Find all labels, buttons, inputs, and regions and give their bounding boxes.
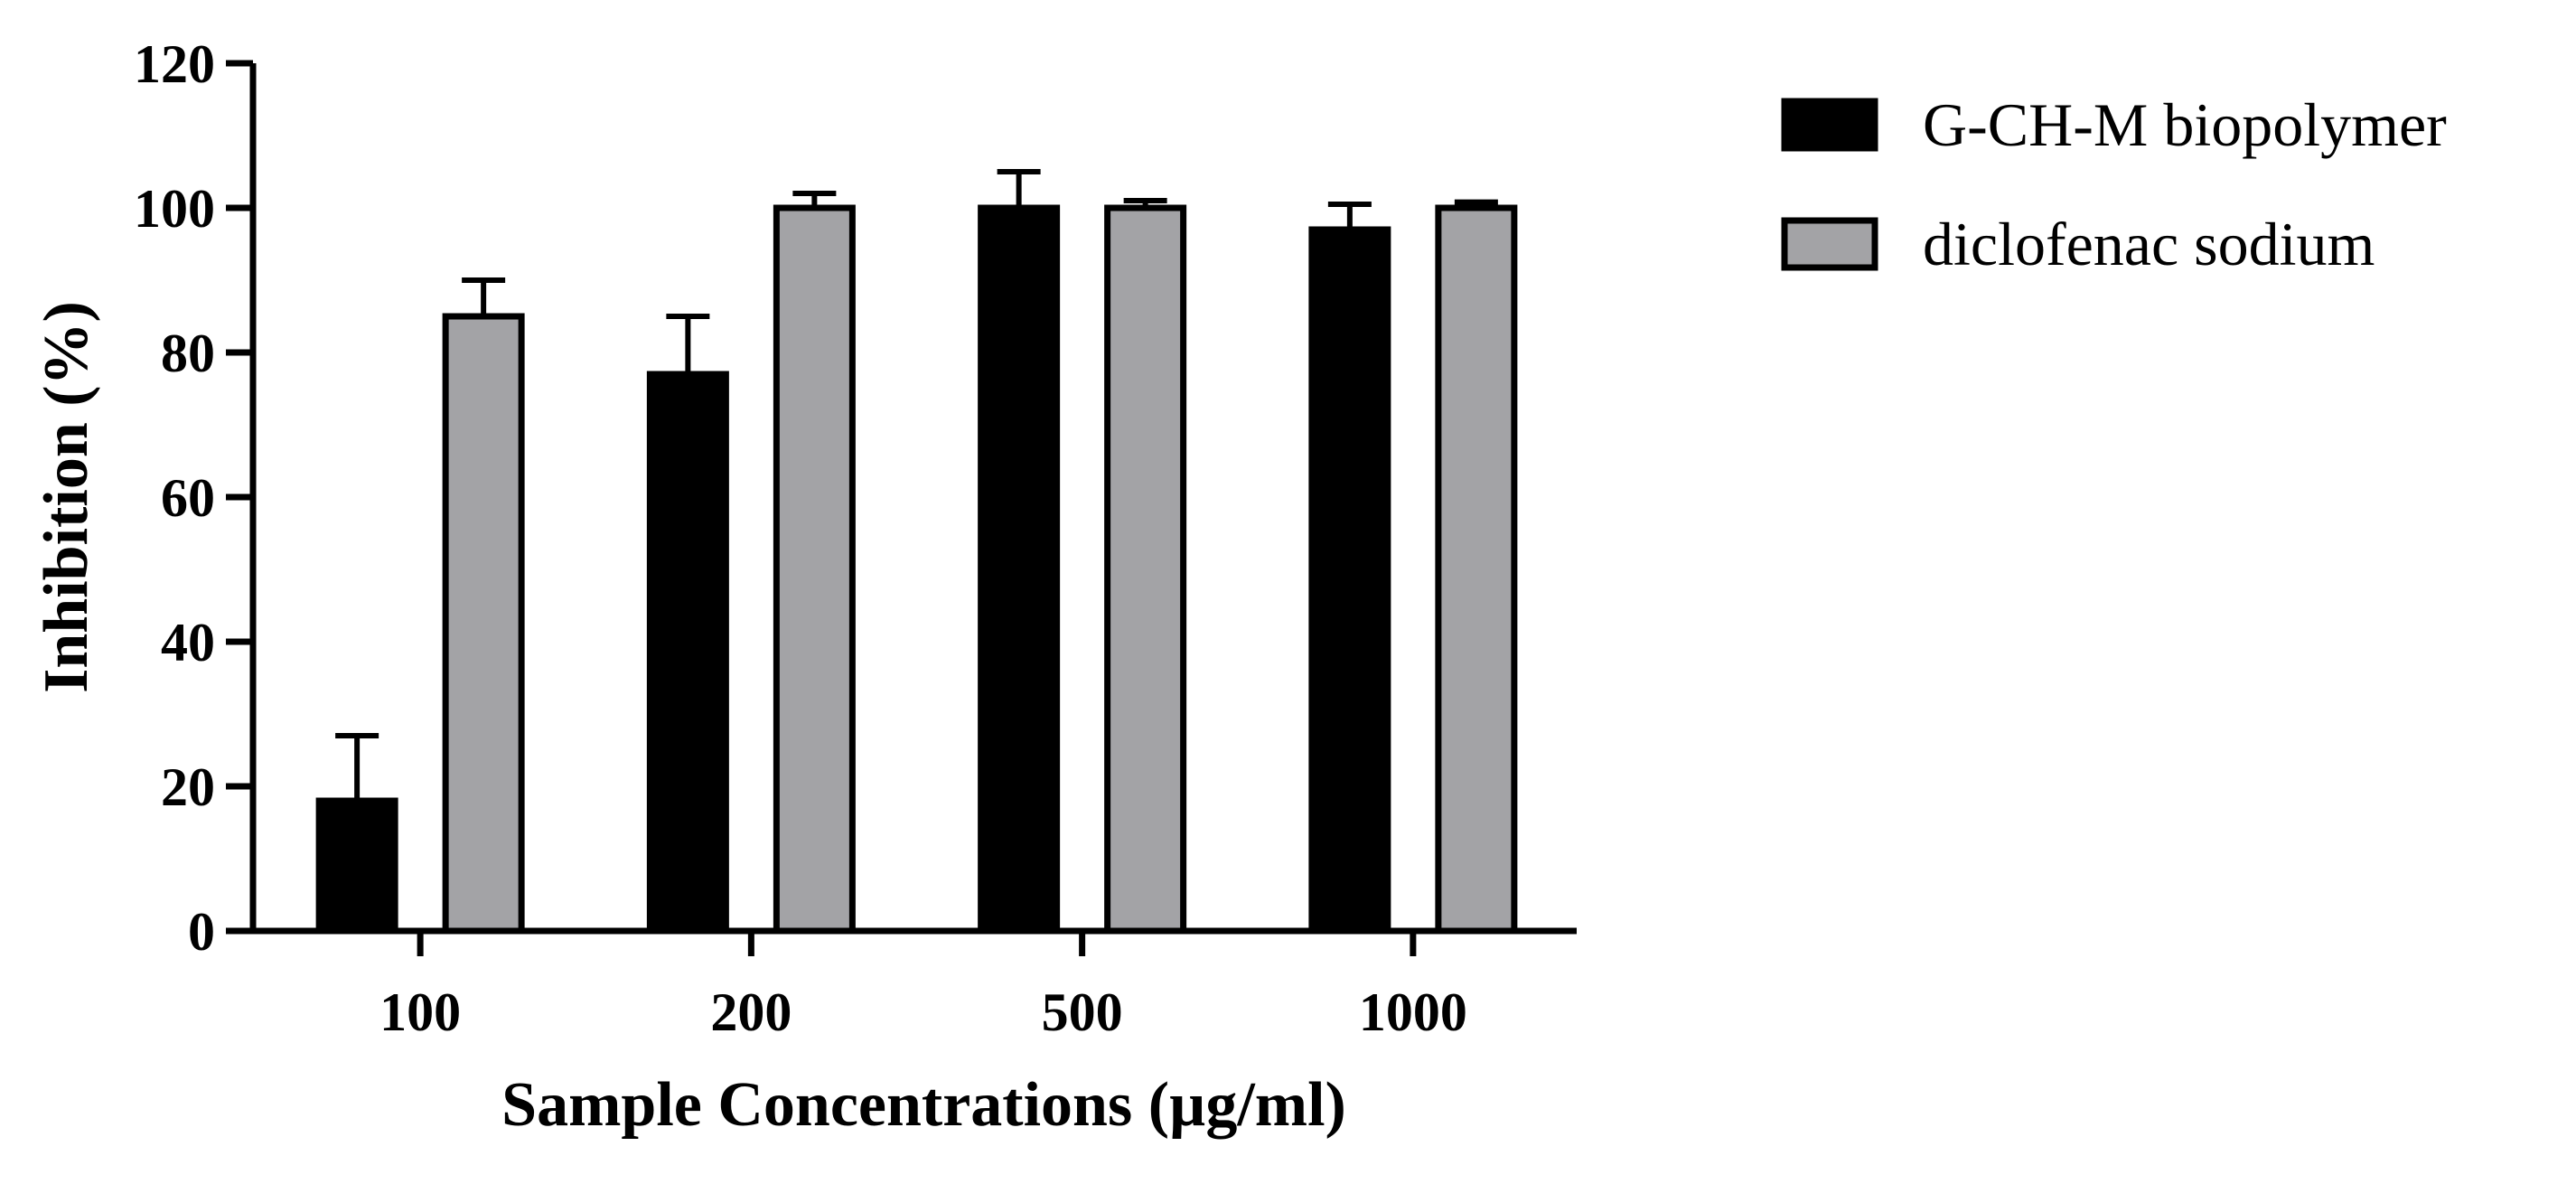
- legend-label: diclofenac sodium: [1923, 210, 2375, 278]
- y-tick-label: 80: [161, 324, 215, 383]
- bar-diclofenac-500: [1104, 204, 1187, 935]
- y-tick-label: 20: [161, 757, 215, 817]
- y-ticks: 0 20 40 60 80 100 120: [134, 34, 253, 962]
- x-tick-label: 200: [710, 982, 792, 1042]
- x-ticks: 100 200 500 1000: [379, 931, 1467, 1042]
- bar-g-ch-m-500: [978, 204, 1061, 935]
- y-axis-title: Inhibition (%): [32, 301, 101, 693]
- y-tick-label: 0: [188, 902, 215, 962]
- y-tick-label: 40: [161, 613, 215, 672]
- bar-g-ch-m-200: [646, 371, 729, 935]
- bar-diclofenac-1000: [1435, 204, 1518, 935]
- legend-label: G-CH-M biopolymer: [1923, 90, 2447, 159]
- bar-diclofenac-200: [773, 204, 856, 935]
- x-tick-label: 500: [1042, 982, 1123, 1042]
- bars-layer: [315, 169, 1518, 935]
- x-tick-label: 100: [379, 982, 461, 1042]
- legend-swatch: [1781, 98, 1878, 152]
- x-tick-label: 1000: [1359, 982, 1467, 1042]
- bar-g-ch-m-100: [315, 797, 398, 935]
- y-tick-label: 60: [161, 468, 215, 528]
- y-tick-label: 100: [134, 179, 215, 239]
- legend: G-CH-M biopolymer diclofenac sodium: [1781, 90, 2447, 278]
- legend-swatch: [1781, 217, 1878, 271]
- bar-g-ch-m-1000: [1308, 226, 1391, 935]
- y-tick-label: 120: [134, 34, 215, 94]
- bar-diclofenac-100: [442, 313, 525, 935]
- x-axis-title: Sample Concentrations (µg/ml): [501, 1070, 1346, 1140]
